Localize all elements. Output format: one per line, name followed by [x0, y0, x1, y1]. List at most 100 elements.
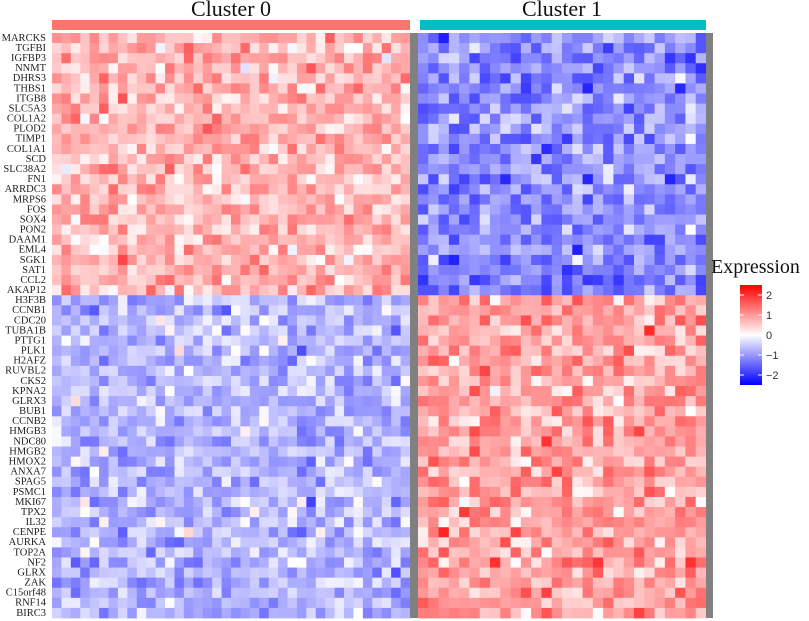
heatmap-cell — [296, 587, 307, 599]
gene-label: CCNB2 — [12, 416, 46, 427]
heatmap-cell — [644, 63, 655, 74]
heatmap-cell — [146, 133, 157, 145]
heatmap-cell — [428, 345, 439, 357]
heatmap-cell — [418, 103, 429, 115]
heatmap-cell — [61, 547, 72, 558]
heatmap-cell — [644, 214, 655, 226]
heatmap-cell — [592, 285, 604, 296]
gene-label: FOS — [27, 204, 46, 215]
heatmap-cell — [531, 214, 542, 226]
heatmap-cell — [362, 123, 373, 135]
heatmap-cell — [391, 154, 401, 165]
heatmap-cell — [391, 214, 401, 226]
heatmap-cell — [613, 557, 625, 568]
heatmap-cell — [221, 517, 232, 528]
heatmap-cell — [296, 164, 307, 175]
heatmap-cell — [70, 597, 81, 609]
heatmap-cell — [193, 73, 204, 84]
heatmap-cell — [448, 184, 460, 195]
heatmap-cell — [654, 607, 666, 619]
heatmap-cell — [664, 174, 676, 185]
heatmap-cell — [664, 184, 676, 195]
heatmap-cell — [117, 486, 128, 498]
heatmap-cell — [448, 123, 460, 135]
heatmap-cell — [428, 426, 439, 437]
gene-label: SPAG5 — [15, 477, 46, 488]
heatmap-cell — [510, 315, 522, 326]
heatmap-cell — [108, 476, 119, 488]
heatmap-cell — [685, 133, 697, 145]
heatmap-cell — [202, 577, 213, 589]
heatmap-cell — [249, 325, 260, 336]
heatmap-cell — [551, 305, 563, 316]
heatmap-cell — [685, 113, 697, 125]
heatmap-cell — [490, 416, 501, 427]
heatmap-cell — [685, 527, 697, 538]
heatmap-cell — [381, 194, 392, 205]
heatmap-cell — [664, 154, 676, 165]
heatmap-cell — [541, 406, 553, 417]
heatmap-cell — [572, 305, 583, 316]
heatmap-cell — [146, 386, 157, 397]
heatmap-cell — [146, 587, 157, 599]
heatmap-cell — [117, 597, 128, 609]
heatmap-cell — [428, 295, 439, 306]
heatmap-cell — [99, 295, 109, 306]
heatmap-cell — [381, 496, 392, 508]
heatmap-cell — [231, 73, 241, 84]
heatmap-cell — [296, 426, 307, 437]
heatmap-cell — [221, 436, 232, 447]
heatmap-cell — [259, 375, 270, 387]
heatmap-cell — [551, 375, 563, 387]
heatmap-cell — [428, 194, 439, 205]
heatmap-cell — [562, 597, 573, 609]
heatmap-cell — [500, 73, 511, 84]
heatmap-cell — [418, 154, 429, 165]
heatmap-cell — [259, 426, 270, 437]
heatmap-cell — [183, 204, 194, 215]
heatmap-cell — [582, 355, 594, 367]
heatmap-cell — [685, 224, 697, 236]
heatmap-cell — [664, 143, 676, 155]
heatmap-cell — [381, 355, 392, 367]
heatmap-cell — [500, 527, 511, 538]
heatmap-cell — [428, 486, 439, 498]
heatmap-cell — [613, 375, 625, 387]
heatmap-cell — [418, 456, 429, 468]
heatmap-cell — [372, 123, 383, 135]
heatmap-cell — [268, 386, 279, 397]
heatmap-cell — [353, 275, 364, 286]
heatmap-cell — [259, 386, 270, 397]
heatmap-cell — [562, 416, 573, 427]
heatmap-cell — [623, 224, 635, 236]
heatmap-cell — [362, 194, 373, 205]
heatmap-cell — [136, 446, 147, 458]
heatmap-cell — [500, 396, 511, 407]
heatmap-cell — [344, 113, 354, 125]
heatmap-cell — [174, 53, 185, 64]
heatmap-cell — [391, 396, 401, 407]
heatmap-cell — [212, 547, 222, 558]
heatmap-cell — [664, 527, 676, 538]
heatmap-cell — [268, 587, 279, 599]
heatmap-cell — [183, 53, 194, 64]
heatmap-cell — [695, 496, 707, 508]
heatmap-cell — [372, 33, 383, 44]
heatmap-cell — [117, 73, 128, 84]
heatmap-cell — [325, 436, 336, 447]
heatmap-cell — [296, 275, 307, 286]
heatmap-cell — [52, 406, 62, 417]
heatmap-cell — [603, 295, 614, 306]
heatmap-cell — [418, 537, 429, 548]
heatmap-cell — [675, 275, 686, 286]
heatmap-cell — [193, 83, 204, 94]
heatmap-cell — [155, 436, 166, 447]
heatmap-cell — [70, 507, 81, 518]
heatmap-cell — [344, 567, 354, 579]
heatmap-cell — [99, 325, 109, 336]
heatmap-cell — [174, 567, 185, 579]
heatmap-cell — [202, 597, 213, 609]
heatmap-cell — [603, 43, 614, 54]
legend-tick-label: 0 — [766, 330, 772, 342]
heatmap-cell — [695, 204, 707, 215]
